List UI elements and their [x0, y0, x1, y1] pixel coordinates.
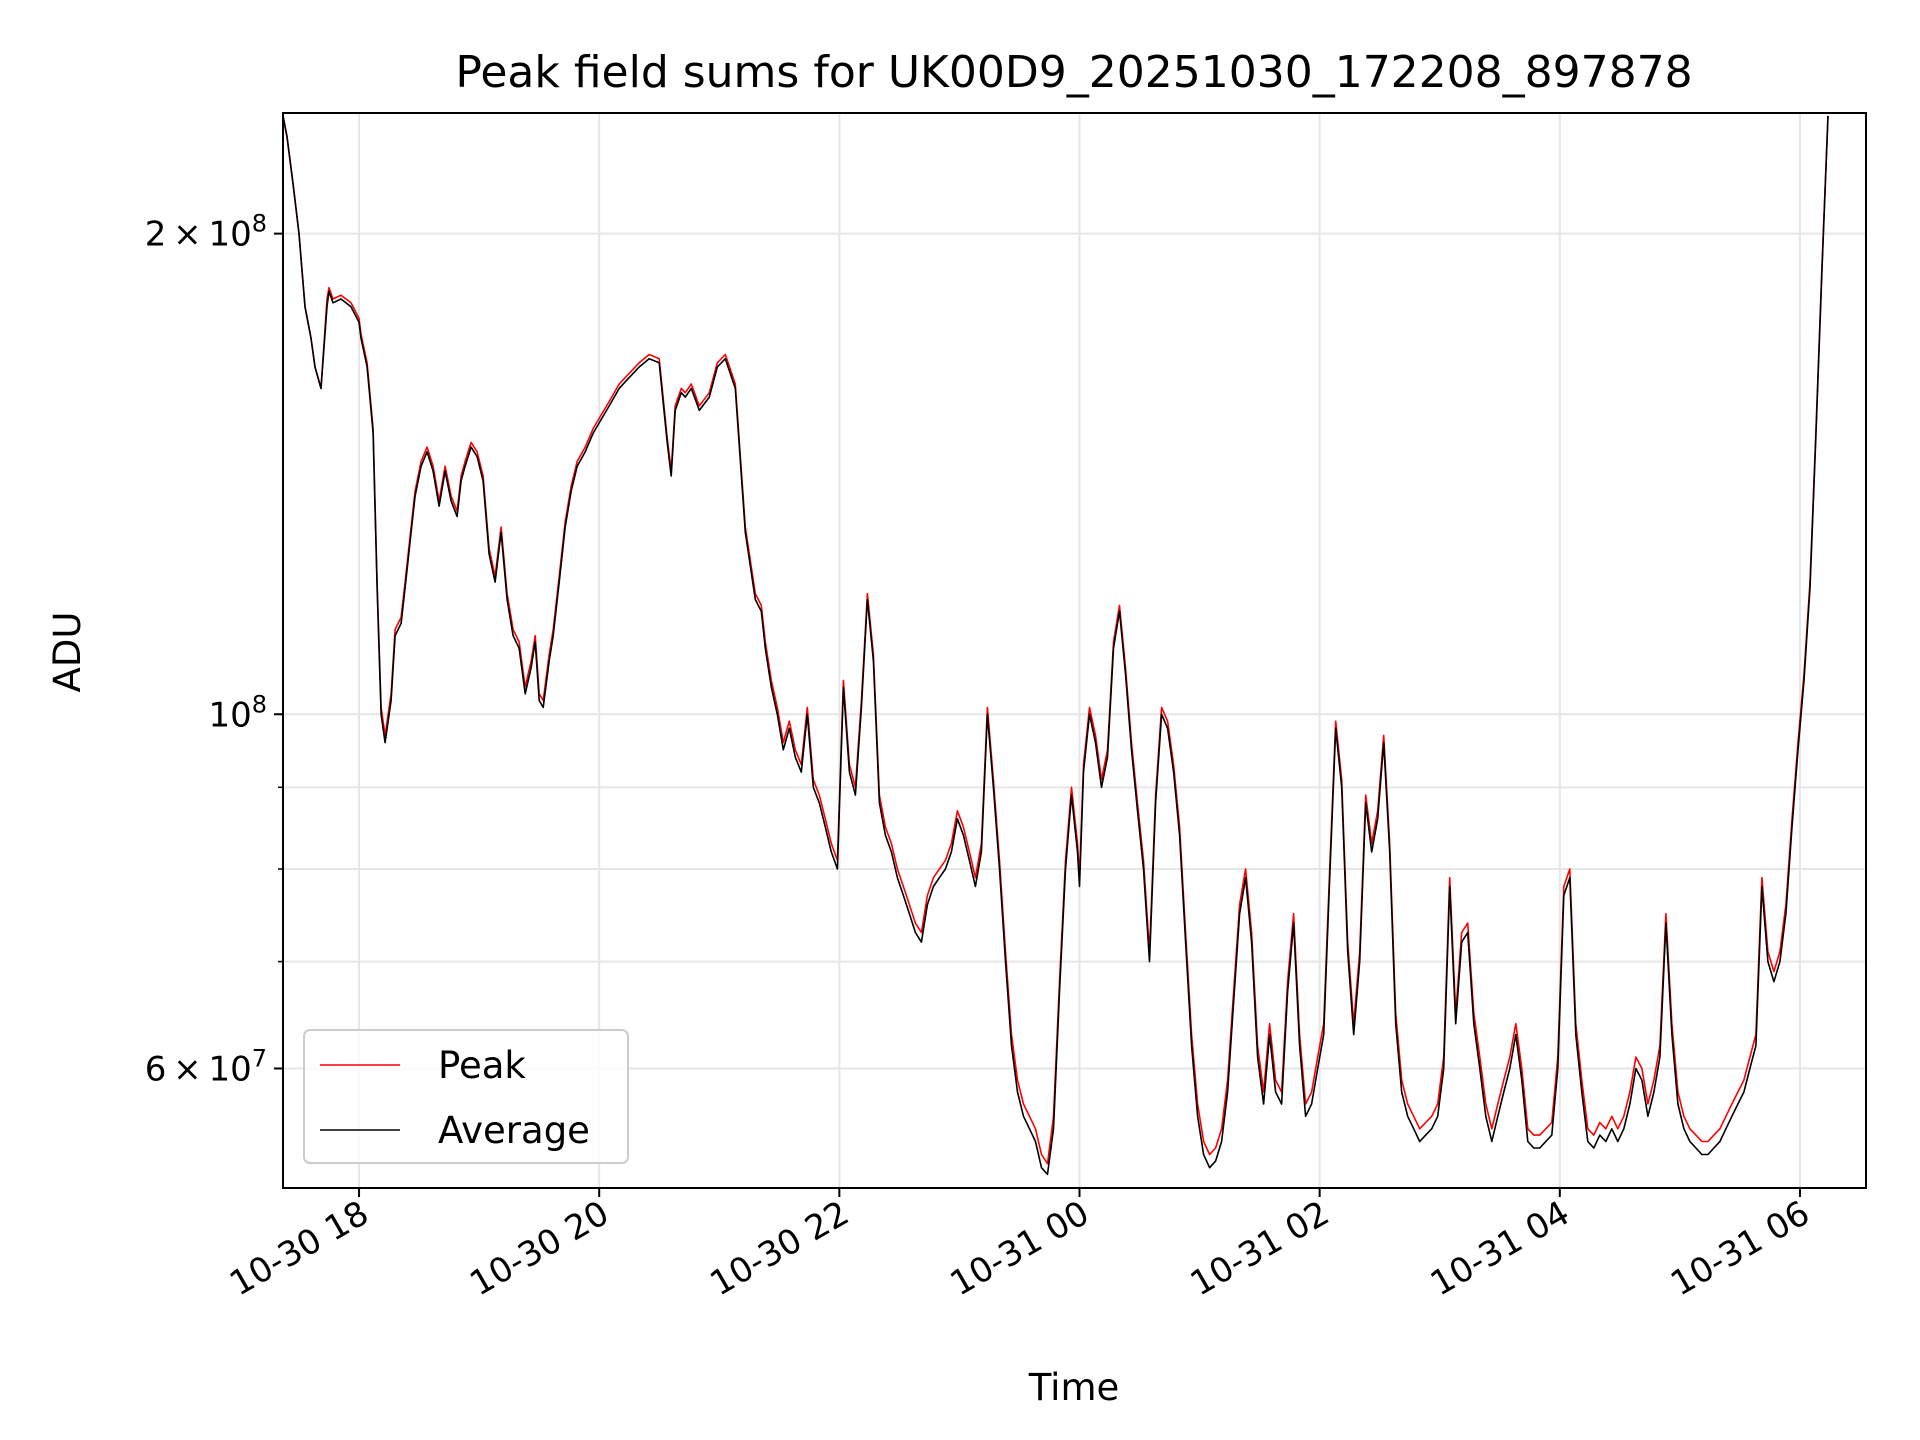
x-axis-title: Time [1028, 1366, 1120, 1409]
y-tick-label: 6 × 107 [145, 1044, 267, 1089]
plot-frame [282, 112, 1867, 1189]
legend-label-peak: Peak [438, 1044, 526, 1087]
legend: Peak Average [303, 1029, 629, 1164]
legend-label-average: Average [438, 1109, 590, 1152]
series-average-line [282, 115, 1829, 1176]
y-axis: 6 × 107 108 2 × 108 [145, 210, 283, 1089]
plot-series [282, 115, 1829, 1176]
y-tick-label: 108 [208, 690, 267, 735]
y-tick-label: 2 × 108 [145, 210, 267, 255]
chart-title: Peak field sums for UK00D9_20251030_1722… [455, 47, 1692, 98]
y-axis-title: ADU [46, 612, 89, 693]
